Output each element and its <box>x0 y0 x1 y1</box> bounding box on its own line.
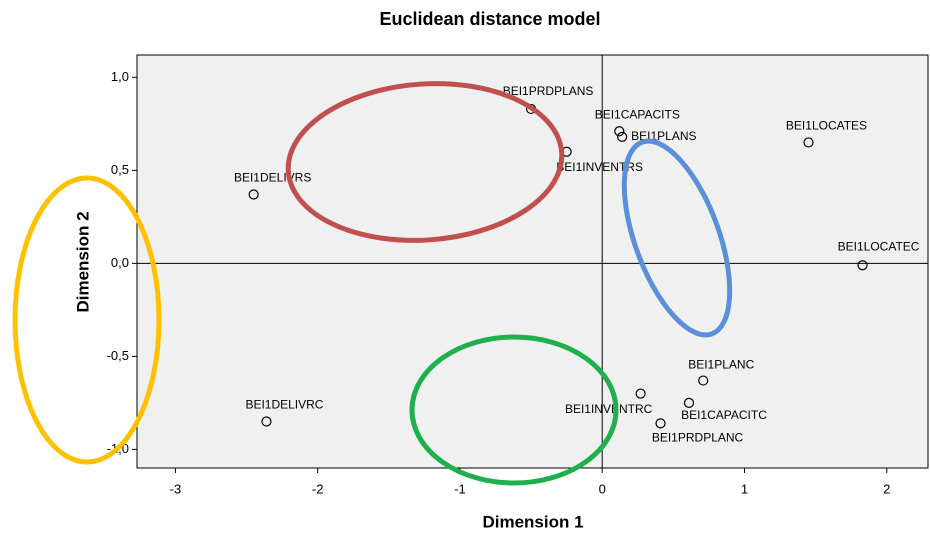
y-tick-label: 1,0 <box>111 69 129 84</box>
point-label: BEI1INVENTRC <box>565 402 653 416</box>
point <box>614 126 625 137</box>
x-tick-label: 2 <box>883 481 890 496</box>
point <box>803 137 814 148</box>
point <box>248 189 259 200</box>
point-label: BEI1PLANC <box>688 358 754 372</box>
point-label: BEI1PRDPLANS <box>503 84 594 98</box>
point-label: BEI1DELIVRC <box>245 398 323 412</box>
annotation-ellipse <box>621 138 733 338</box>
point-label: BEI1LOCATEC <box>838 239 920 253</box>
y-tick-label: -0,5 <box>107 348 129 363</box>
point-label: BEI1CAPACITS <box>595 107 680 121</box>
annotation-ellipse <box>409 334 619 486</box>
point <box>635 388 646 399</box>
x-tick-label: 1 <box>741 481 748 496</box>
x-axis-label: Dimension 1 <box>482 512 583 531</box>
point <box>617 131 628 142</box>
annotation-ellipse <box>285 81 565 243</box>
y-tick-label: 0,0 <box>111 255 129 270</box>
point <box>683 397 695 408</box>
chart-title: Euclidean distance model <box>379 9 600 29</box>
point-label: BEI1CAPACITC <box>681 408 767 422</box>
x-tick-label: -2 <box>312 481 324 496</box>
x-tick-label: -1 <box>454 481 466 496</box>
point-label: BEI1LOCATES <box>786 119 867 133</box>
point <box>261 416 272 427</box>
point-label: BEI1DELIVRS <box>234 171 311 185</box>
point <box>698 375 709 386</box>
x-tick-label: -3 <box>170 481 182 496</box>
plot-area <box>136 54 929 469</box>
point <box>655 418 666 429</box>
point-label: BEI1INVENTRS <box>556 160 643 174</box>
annotation-ellipse <box>12 175 162 465</box>
point <box>857 260 868 271</box>
point-label: BEI1PRDPLANC <box>652 431 744 445</box>
y-axis-label: Dimension 2 <box>73 211 92 312</box>
y-tick-label: 0,5 <box>111 162 129 177</box>
x-tick-label: 0 <box>599 481 606 496</box>
